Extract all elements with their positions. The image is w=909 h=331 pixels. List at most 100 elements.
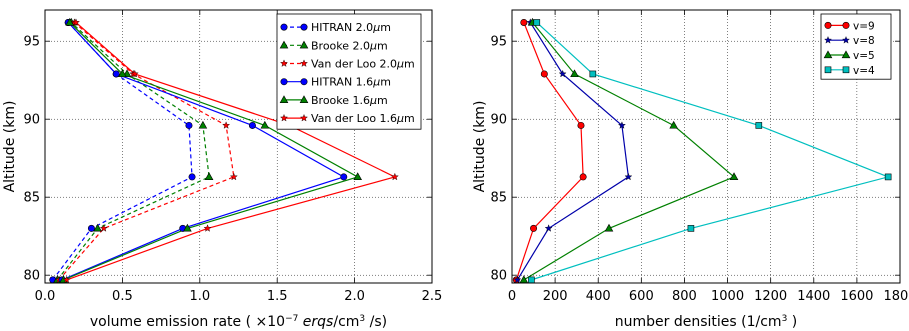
legend-label-brooke-1-6-m: Brooke 1.6μm <box>311 94 388 107</box>
data-point-brooke-1-6-m <box>260 120 270 129</box>
legend-label-van-der-loo-1-6-m: Van der Loo 1.6μm <box>311 112 415 125</box>
legend: v=9 v=8 v=5 v=4 <box>820 13 892 80</box>
x-tick-label: 2.5 <box>422 289 443 304</box>
data-point-hitran-1-6-m <box>248 121 256 129</box>
series-line-hitran-1-6-m <box>61 22 346 281</box>
legend-label-hitran-1-6-m: HITRAN 1.6μm <box>311 76 391 89</box>
data-point-hitran-2-0-m <box>188 173 196 181</box>
data-point-brooke-1-6-m <box>65 17 75 26</box>
y-axis-label: Altitude (km) <box>2 101 18 193</box>
legend-marker-hitran-1-6-m <box>300 78 308 86</box>
data-point-brooke-1-6-m <box>353 172 363 181</box>
y-tick-label: 95 <box>490 35 507 50</box>
legend-marker-hitran-2-0-m <box>280 23 288 31</box>
legend-label-hitran-2-0-m: HITRAN 2.0μm <box>311 21 391 34</box>
data-point-v-4 <box>589 70 597 78</box>
legend-label-brooke-2-0-m: Brooke 2.0μm <box>311 39 388 52</box>
plot-frame <box>511 9 901 284</box>
data-point-brooke-1-6-m <box>183 223 192 232</box>
data-point-van-der-loo-2-0-m <box>229 172 238 181</box>
y-tick-label: 85 <box>23 191 40 206</box>
data-point-v-8 <box>544 224 553 232</box>
x-axis-label: number densities (1/cm3 ) <box>615 314 797 330</box>
x-tick-label: 1.5 <box>267 289 288 304</box>
data-point-van-der-loo-1-6-m <box>71 18 80 26</box>
data-point-brooke-1-6-m <box>118 69 127 78</box>
series-line-v-9 <box>515 22 584 281</box>
data-point-v-8 <box>513 275 522 284</box>
data-point-van-der-loo-1-6-m <box>62 275 71 284</box>
x-tick-label: 0.5 <box>112 289 133 304</box>
series-line-brooke-1-6-m <box>63 22 360 281</box>
data-point-v-5 <box>729 172 739 181</box>
data-point-hitran-2-0-m <box>185 121 193 129</box>
data-point-hitran-2-0-m <box>87 224 95 232</box>
series-line-v-4 <box>531 22 891 281</box>
x-tick-label: 200 <box>543 289 568 304</box>
legend-marker-hitran-1-6-m <box>280 78 288 86</box>
plot-frame <box>44 9 433 284</box>
data-point-v-4 <box>533 19 541 26</box>
y-tick-label: 80 <box>23 269 40 284</box>
data-point-v-8 <box>558 69 567 78</box>
data-point-v-9 <box>579 173 587 181</box>
data-point-v-4 <box>755 122 763 129</box>
legend-marker-van-der-loo-2-0-m <box>300 59 308 67</box>
data-point-van-der-loo-1-6-m <box>130 69 139 78</box>
data-point-v-5 <box>519 275 529 283</box>
x-tick-label: 0.0 <box>35 289 56 304</box>
data-point-van-der-loo-1-6-m <box>390 172 399 181</box>
x-tick-label: 1400 <box>797 289 830 304</box>
x-tick-label: 600 <box>629 289 654 304</box>
x-tick-label: 400 <box>586 289 611 304</box>
data-point-v-5 <box>570 69 579 78</box>
data-point-brooke-2-0-m <box>204 172 214 181</box>
x-tick-label: 1000 <box>711 289 744 304</box>
data-point-v-8 <box>617 121 626 129</box>
legend-marker-v-8 <box>824 36 832 44</box>
x-axis-label: volume emission rate ( ×10−7 erqs/cm3 /s… <box>90 314 387 330</box>
x-tick-label: 1800 <box>883 289 909 304</box>
data-point-van-der-loo-2-0-m <box>222 121 231 129</box>
legend-marker-van-der-loo-1-6-m <box>280 113 288 122</box>
legend-marker-v-4 <box>824 66 832 74</box>
x-tick-label: 1200 <box>754 289 787 304</box>
legend: HITRAN 2.0μm Brooke 2.0μm Van der Loo 2.0μ… <box>276 13 422 130</box>
x-tick-label: 800 <box>672 289 697 304</box>
data-point-v-4 <box>528 276 535 284</box>
data-point-brooke-2-0-m <box>198 120 208 129</box>
legend-marker-brooke-2-0-m <box>279 40 289 49</box>
data-point-v-9 <box>520 18 528 26</box>
data-point-hitran-1-6-m <box>340 173 348 181</box>
legend-label-v-5: v=5 <box>853 50 875 62</box>
number-density-panel: 0 200 400 600 800 1000 1200 1400 1600 1800 80 85 90 9… <box>472 9 909 330</box>
x-tick-label: 1.0 <box>189 289 210 304</box>
legend-box <box>276 13 422 130</box>
legend-label-van-der-loo-2-0-m: Van der Loo 2.0μm <box>311 58 415 71</box>
series-line-brooke-2-0-m <box>56 22 210 281</box>
emission-rate-panel: 0.0 0.5 1.0 1.5 2.0 2.5 80 85 90 95 volume emissio… <box>2 9 443 330</box>
series-line-v-8 <box>516 22 630 281</box>
data-point-v-9 <box>577 121 585 129</box>
legend-marker-van-der-loo-1-6-m <box>300 113 308 122</box>
legend-marker-v-5 <box>841 50 851 59</box>
legend-marker-brooke-1-6-m <box>279 95 289 103</box>
data-point-van-der-loo-1-6-m <box>203 224 212 232</box>
x-tick-label: 0 <box>508 289 516 304</box>
legend-marker-brooke-1-6-m <box>299 95 309 103</box>
legend-marker-v-9 <box>842 21 850 29</box>
y-tick-label: 90 <box>23 113 40 128</box>
legend-marker-v-4 <box>842 66 850 74</box>
data-point-v-8 <box>624 172 633 181</box>
legend-label-v-9: v=9 <box>853 20 875 32</box>
legend-marker-van-der-loo-2-0-m <box>280 59 288 67</box>
data-point-v-9 <box>540 70 548 78</box>
y-tick-label: 80 <box>490 269 507 284</box>
y-tick-label: 90 <box>490 113 507 128</box>
data-point-van-der-loo-2-0-m <box>99 224 108 232</box>
data-point-brooke-2-0-m <box>93 223 102 232</box>
data-point-v-4 <box>687 225 695 232</box>
data-point-v-4 <box>884 173 892 181</box>
legend-marker-brooke-2-0-m <box>299 40 309 49</box>
